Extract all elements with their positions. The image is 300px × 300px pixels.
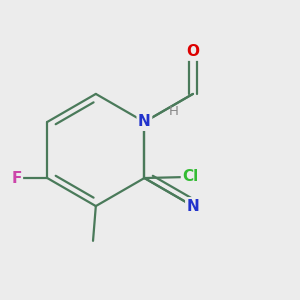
Text: Cl: Cl bbox=[182, 169, 199, 184]
Text: H: H bbox=[169, 105, 178, 119]
Text: O: O bbox=[187, 44, 200, 59]
Text: N: N bbox=[187, 199, 199, 214]
Text: N: N bbox=[138, 115, 151, 130]
Text: F: F bbox=[11, 170, 22, 185]
